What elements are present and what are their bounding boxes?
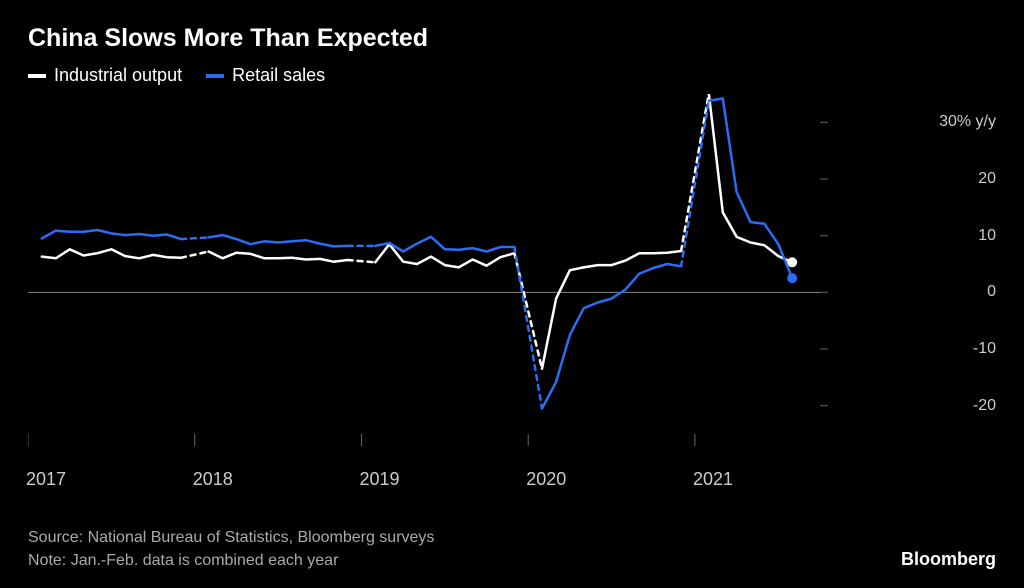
x-axis: 2017 2018 2019 2020 2021 [28,448,820,488]
y-tick-label: 0 [987,283,996,301]
y-tick-label: 10 [978,227,996,245]
legend-swatch [28,74,46,78]
chart-title: China Slows More Than Expected [28,24,996,53]
footer-note: Note: Jan.-Feb. data is combined each ye… [28,550,996,572]
y-tick-label: -10 [973,340,996,358]
legend-item-retail: Retail sales [206,65,325,86]
y-axis: -20 -10 0 10 20 30% y/y [908,94,996,434]
legend: Industrial output Retail sales [28,65,996,86]
x-tick-label: 2017 [26,469,66,490]
legend-label: Retail sales [232,65,325,86]
x-tick-label: 2021 [693,469,733,490]
x-tick-label: 2020 [526,469,566,490]
legend-item-industrial: Industrial output [28,65,182,86]
legend-swatch [206,74,224,78]
footer-source: Source: National Bureau of Statistics, B… [28,527,996,549]
chart-footer: Source: National Bureau of Statistics, B… [28,527,996,572]
y-tick-label: 20 [978,170,996,188]
branding-logo: Bloomberg [901,549,996,570]
chart-container: China Slows More Than Expected Industria… [0,0,1024,588]
x-tick-label: 2018 [193,469,233,490]
x-tick-label: 2019 [359,469,399,490]
plot-area: -20-100102030% y/y 20172018201920202021 [28,94,996,474]
legend-label: Industrial output [54,65,182,86]
y-tick-label: 30% y/y [939,113,996,131]
line-chart [28,94,908,474]
y-tick-label: -20 [973,397,996,415]
